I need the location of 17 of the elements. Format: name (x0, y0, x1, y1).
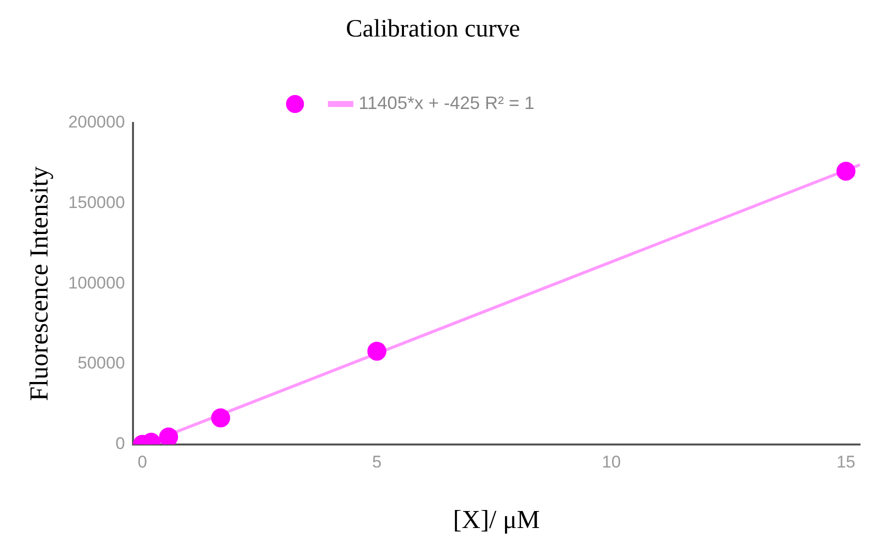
x-tick-label: 5 (372, 452, 382, 472)
x-tick-label: 0 (138, 452, 148, 472)
y-tick-label: 0 (115, 434, 125, 454)
x-tick-label: 10 (602, 452, 621, 472)
legend-label: 11405*x + -425 R² = 1 (358, 92, 534, 113)
x-tick-label: 15 (836, 452, 856, 472)
chart-title: Calibration curve (346, 16, 520, 43)
y-axis-title: Fluorescence Intensity (24, 166, 54, 402)
point (159, 428, 178, 444)
y-tick-label: 50000 (78, 354, 125, 373)
y-tick-label: 200000 (68, 112, 125, 132)
point (836, 162, 856, 181)
y-tick-label: 150000 (68, 193, 125, 212)
point (211, 408, 230, 428)
point (367, 342, 386, 361)
x-axis-title: [X]/ μM (453, 505, 540, 534)
y-tick-label: 100000 (68, 273, 125, 292)
